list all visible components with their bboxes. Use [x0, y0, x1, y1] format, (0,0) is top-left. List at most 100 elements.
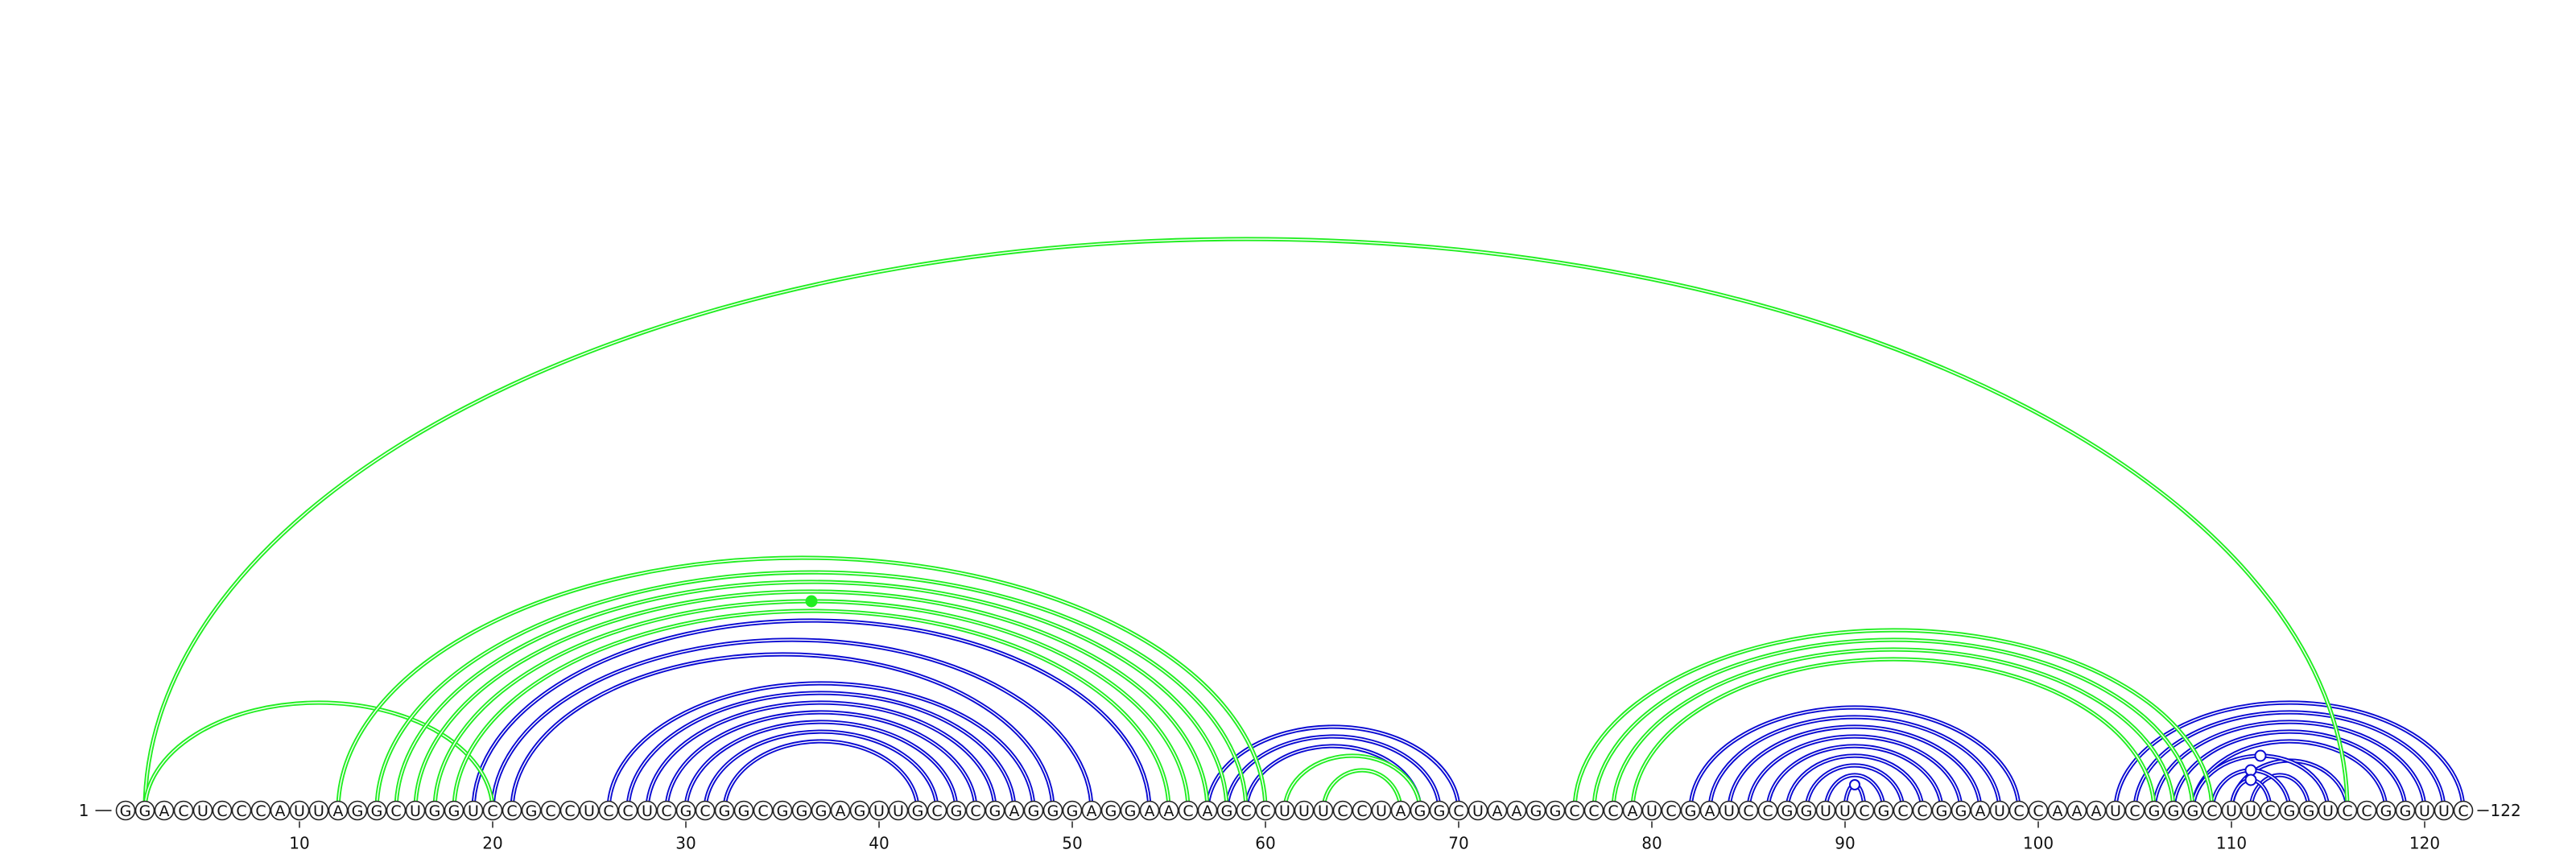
- nucleotide-letter: G: [1878, 802, 1890, 820]
- blue-arc-105-121-core: [2134, 712, 2445, 811]
- green-arc-15-58: [394, 580, 1229, 811]
- nucleotide-letter: G: [1936, 802, 1948, 820]
- green-arc-79-106-core: [1632, 658, 2155, 811]
- nucleotide-letter: A: [1203, 802, 1213, 820]
- nucleotide-2: G: [134, 800, 155, 821]
- nucleotide-letter: C: [545, 802, 555, 820]
- nucleotide-65: C: [1352, 800, 1373, 821]
- nucleotide-letter: G: [352, 802, 364, 820]
- nucleotide-41: U: [888, 800, 909, 821]
- nucleotide-letter: C: [1356, 802, 1367, 820]
- nucleotide-circle: [521, 800, 542, 821]
- nucleotide-circle: [849, 800, 870, 821]
- green-arc-18-55: [452, 608, 1171, 811]
- nucleotide-112: C: [2260, 800, 2281, 821]
- nucleotide-circle: [1332, 800, 1353, 821]
- nucleotide-letter: C: [2458, 802, 2468, 820]
- blue-arc-82-99-outer: [1688, 705, 2021, 811]
- nucleotide-letter: A: [1009, 802, 1020, 820]
- tick-label-90: 90: [1835, 834, 1855, 853]
- nucleotide-28: U: [637, 800, 658, 821]
- nucleotide-121: U: [2434, 800, 2454, 821]
- nucleotide-letter: C: [236, 802, 246, 820]
- nucleotide-75: G: [1545, 800, 1566, 821]
- nucleotide-letter: C: [1569, 802, 1579, 820]
- nucleotide-circle: [2356, 800, 2377, 821]
- nucleotide-letter: U: [2245, 802, 2256, 820]
- nucleotide-circle: [1525, 800, 1546, 821]
- nucleotide-circle: [772, 800, 793, 821]
- nucleotide-letter: G: [1047, 802, 1059, 820]
- nucleotide-circle: [328, 800, 349, 821]
- nucleotide-76: C: [1564, 800, 1585, 821]
- nucleotide-circle: [1777, 800, 1798, 821]
- tick-label-10: 10: [289, 834, 309, 853]
- nucleotide-circle: [192, 800, 213, 821]
- nucleotide-70: C: [1448, 800, 1469, 821]
- green-arc-2-116-core: [144, 238, 2348, 811]
- nucleotide-circle: [733, 800, 754, 821]
- nucleotide-circle: [1042, 800, 1063, 821]
- nucleotide-letter: U: [1472, 802, 1484, 820]
- nucleotide-circle: [173, 800, 194, 821]
- nucleotide-circle: [675, 800, 696, 821]
- nucleotide-45: C: [965, 800, 986, 821]
- nucleotide-circle: [1680, 800, 1701, 821]
- green-arc-2-116: [142, 237, 2350, 811]
- nucleotide-61: U: [1274, 800, 1295, 821]
- nucleotide-circle: [753, 800, 774, 821]
- green-arc-61-68-core: [1284, 755, 1421, 811]
- nucleotide-99: C: [2008, 800, 2029, 821]
- nucleotide-1: G: [115, 800, 136, 821]
- nucleotide-letter: C: [603, 802, 613, 820]
- nucleotide-6: C: [212, 800, 233, 821]
- nucleotide-9: A: [270, 800, 291, 821]
- nucleotide-16: U: [405, 800, 426, 821]
- nucleotide-circle: [250, 800, 271, 821]
- nucleotide-circle: [1719, 800, 1740, 821]
- tick-label-70: 70: [1448, 834, 1468, 853]
- nucleotide-letter: U: [1820, 802, 1831, 820]
- nucleotide-113: G: [2279, 800, 2300, 821]
- nucleotide-15: C: [386, 800, 407, 821]
- nucleotide-letter: C: [2342, 802, 2352, 820]
- nucleotide-letter: C: [1183, 802, 1193, 820]
- nucleotide-letter: G: [2284, 802, 2296, 820]
- nucleotide-letter: U: [2110, 802, 2121, 820]
- nucleotide-circle: [927, 800, 947, 821]
- nucleotide-circle: [2028, 800, 2049, 821]
- nucleotide-letter: G: [1781, 802, 1794, 820]
- nucleotide-circle: [115, 800, 136, 821]
- nucleotide-circle: [2163, 800, 2184, 821]
- tick-label-80: 80: [1641, 834, 1662, 853]
- sequence-end-label: 122: [2491, 801, 2521, 820]
- nucleotide-57: A: [1197, 800, 1218, 821]
- nucleotide-24: C: [559, 800, 580, 821]
- nucleotide-40: U: [869, 800, 890, 821]
- nucleotide-circle: [869, 800, 890, 821]
- nucleotide-circle: [1603, 800, 1624, 821]
- nucleotide-letter: A: [1512, 802, 1522, 820]
- green-arc-61-68: [1282, 753, 1422, 811]
- blue-arc-31-43: [703, 729, 939, 811]
- tick-label-110: 110: [2216, 834, 2247, 853]
- nucleotide-43: C: [927, 800, 947, 821]
- nucleotide-5: U: [192, 800, 213, 821]
- nucleotide-39: G: [849, 800, 870, 821]
- green-arc-77-108-core: [1593, 639, 2194, 811]
- nucleotide-circle: [579, 800, 600, 821]
- nucleotide-circle: [2202, 800, 2223, 821]
- nucleotide-119: G: [2395, 800, 2416, 821]
- blue-arc-85-96-core: [1748, 736, 1962, 811]
- blue-arc-85-96: [1746, 734, 1963, 811]
- nucleotide-letter: A: [1492, 802, 1503, 820]
- nucleotide-111: U: [2240, 800, 2261, 821]
- nucleotide-letter: A: [1145, 802, 1155, 820]
- blue-arc-29-45-core: [666, 712, 976, 811]
- blue-arc-89-92: [1823, 773, 1886, 811]
- nucleotide-letter: A: [275, 802, 286, 820]
- tick-label-50: 50: [1062, 834, 1082, 853]
- nucleotide-circle: [1468, 800, 1488, 821]
- tick-label-60: 60: [1255, 834, 1275, 853]
